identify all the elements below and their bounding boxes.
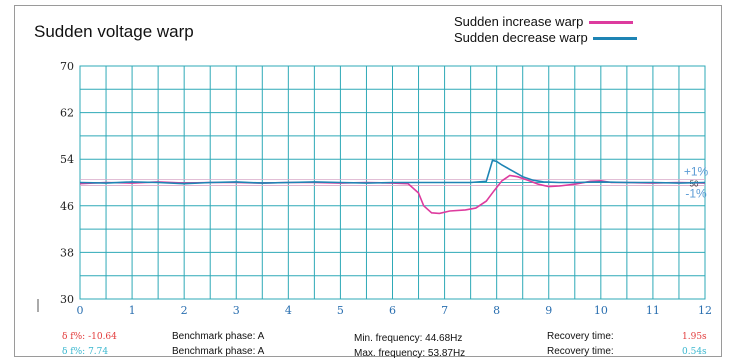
footer-delta-label-2: δ f%: [62, 347, 86, 357]
x-tick-label: 1 [129, 304, 136, 317]
y-tick-label: 46 [60, 200, 74, 213]
footer-recovery-value-1: 1.95s [682, 332, 707, 342]
footer-recovery-label-1: Recovery time: [547, 331, 614, 342]
band-upper-label: +1% [684, 165, 709, 179]
footer-delta-value-2: 7.74 [88, 347, 109, 357]
chart-title: Sudden voltage warp [34, 22, 194, 41]
series-line-decrease [79, 159, 706, 185]
legend-swatch-increase [588, 21, 633, 25]
legend-item-increase: Sudden increase warp [454, 14, 633, 29]
band-center-label: 50 [690, 180, 699, 189]
y-tick-label: 70 [60, 60, 74, 73]
x-tick-label: 2 [181, 304, 188, 317]
footer-phase-1: Benchmark phase: A [172, 331, 265, 342]
band-lower-label: -1% [685, 186, 707, 200]
x-tick-label: 5 [337, 304, 344, 317]
footer-frequency-1: Min. frequency: 44.68Hz [354, 333, 463, 344]
footer-delta-label-1: δ f%: [62, 332, 86, 342]
chart-frame [14, 5, 722, 357]
legend-swatch-decrease [593, 37, 638, 41]
x-tick-label: 10 [594, 304, 608, 317]
x-tick-label: 0 [77, 304, 84, 317]
x-tick-label: 9 [545, 304, 552, 317]
x-tick-label: 12 [698, 304, 712, 317]
footer-delta-1: δ f%: -10.64 [62, 332, 117, 342]
x-tick-label: 8 [493, 304, 500, 317]
legend-label-decrease: Sudden decrease warp [454, 30, 588, 45]
y-tick-label: 54 [60, 153, 74, 166]
x-tick-label: 4 [285, 304, 292, 317]
x-tick-label: 3 [233, 304, 240, 317]
y-tick-label: 62 [60, 107, 74, 120]
footer-delta-2: δ f%: 7.74 [62, 347, 108, 357]
legend-item-decrease: Sudden decrease warp [454, 30, 638, 45]
legend-label-increase: Sudden increase warp [454, 14, 584, 29]
footer-frequency-2: Max. frequency: 53.87Hz [354, 348, 466, 359]
y-tick-label: 38 [60, 246, 74, 259]
footer-delta-value-1: -10.64 [88, 332, 117, 342]
x-tick-label: 7 [441, 304, 448, 317]
y-tick-label: 30 [60, 293, 74, 306]
footer-recovery-label-2: Recovery time: [547, 346, 614, 357]
footer-recovery-value-2: 0.54s [682, 347, 707, 357]
footer-phase-2: Benchmark phase: A [172, 346, 265, 357]
x-tick-label: 11 [646, 304, 660, 317]
x-tick-label: 6 [389, 304, 396, 317]
